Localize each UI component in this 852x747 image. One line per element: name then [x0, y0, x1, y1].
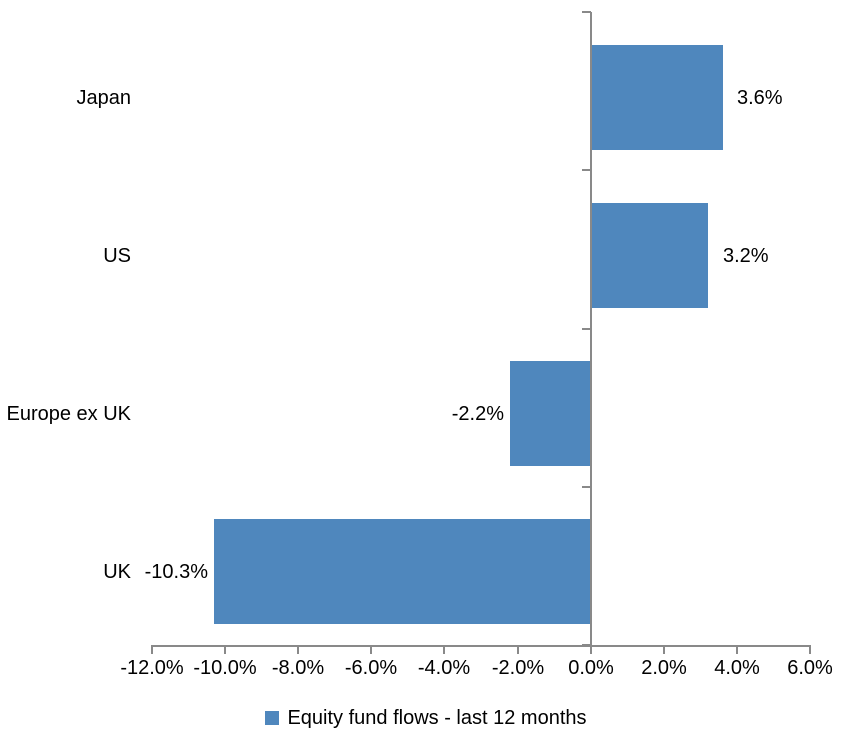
value-axis-tick	[370, 645, 372, 654]
category-label-uk: UK	[103, 561, 131, 583]
value-axis-tick	[663, 645, 665, 654]
value-axis-tick-label: -4.0%	[417, 657, 471, 679]
bar-us	[591, 203, 708, 308]
category-axis-tick	[582, 11, 591, 13]
value-axis-line	[151, 645, 811, 647]
value-axis-tick	[224, 645, 226, 654]
value-axis-tick-label: 6.0%	[787, 657, 833, 679]
category-label-europe-ex-uk: Europe ex UK	[6, 403, 131, 425]
value-axis-tick-label: 2.0%	[641, 657, 687, 679]
category-label-japan: Japan	[76, 87, 132, 109]
value-axis-tick-label: -6.0%	[344, 657, 398, 679]
data-label-uk: -10.3%	[144, 561, 208, 583]
data-label-europe-ex-uk: -2.2%	[451, 403, 504, 425]
value-axis-tick	[151, 645, 153, 654]
category-axis-tick	[582, 486, 591, 488]
category-axis-tick	[582, 169, 591, 171]
value-axis-tick-label: 0.0%	[568, 657, 614, 679]
value-axis-tick	[517, 645, 519, 654]
category-axis-line	[590, 12, 592, 653]
value-axis-tick-label: 4.0%	[714, 657, 760, 679]
value-axis-tick	[297, 645, 299, 654]
category-label-us: US	[103, 245, 131, 267]
legend-label: Equity fund flows - last 12 months	[287, 707, 587, 729]
value-axis-tick-label: -10.0%	[193, 657, 257, 679]
data-label-us: 3.2%	[723, 245, 769, 267]
value-axis-tick	[443, 645, 445, 654]
value-axis-tick-label: -12.0%	[120, 657, 184, 679]
value-axis-tick-label: -8.0%	[271, 657, 325, 679]
bar-europe-ex-uk	[510, 361, 590, 466]
value-axis-tick-label: -2.0%	[491, 657, 545, 679]
value-axis-tick	[809, 645, 811, 654]
legend: Equity fund flows - last 12 months	[0, 706, 852, 730]
bar-uk	[214, 519, 591, 624]
bar-japan	[591, 45, 723, 150]
legend-marker-icon	[265, 711, 280, 725]
value-axis-tick	[736, 645, 738, 654]
data-label-japan: 3.6%	[737, 87, 783, 109]
category-axis-tick	[582, 328, 591, 330]
